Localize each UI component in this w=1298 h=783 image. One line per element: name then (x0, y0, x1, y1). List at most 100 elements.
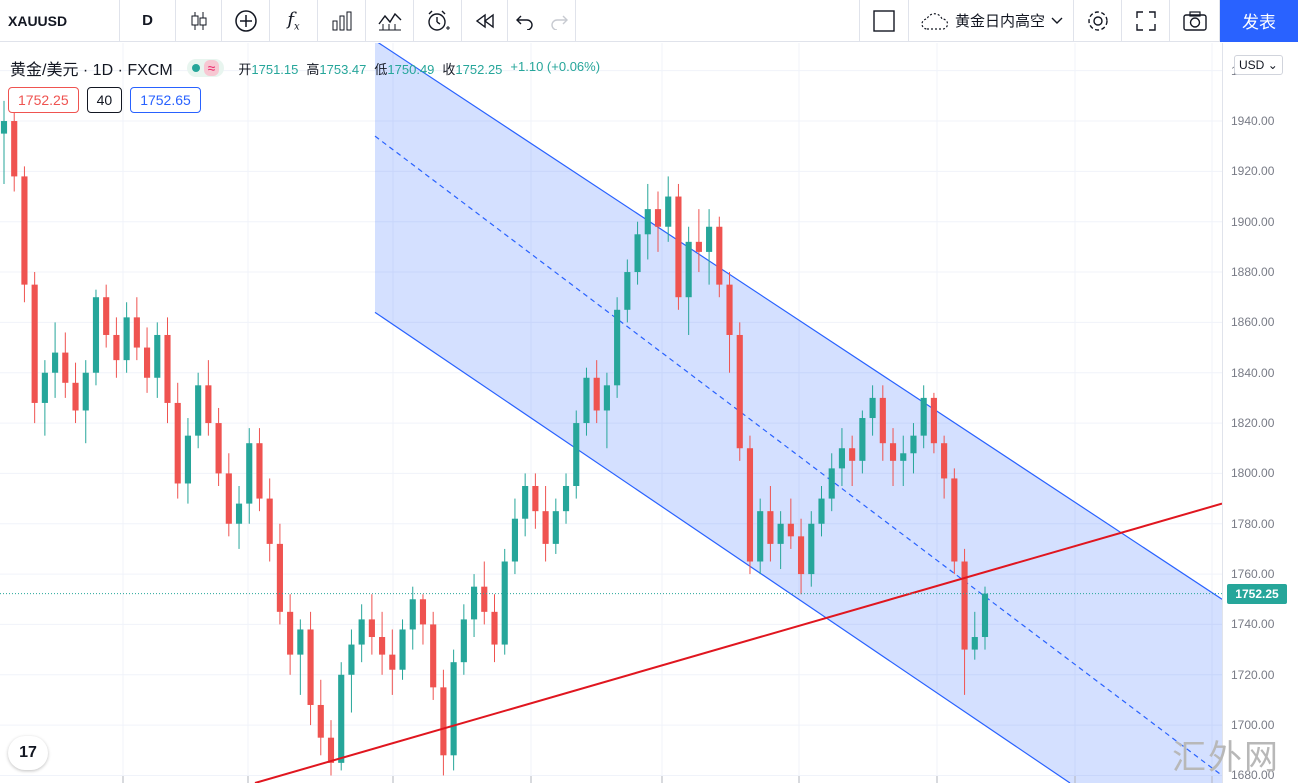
indicators-button[interactable]: fx (270, 0, 318, 42)
channel-upper-line (377, 43, 1222, 600)
candle-body (930, 397, 937, 444)
currency-selector[interactable]: USD ⌄ (1234, 55, 1283, 75)
candle (746, 435, 754, 575)
candle-body (338, 674, 345, 763)
candle (491, 594, 498, 663)
tradingview-logo[interactable]: 17 (8, 736, 48, 770)
candle-body (440, 687, 447, 756)
candle (92, 289, 100, 386)
candle-body (450, 662, 457, 756)
candle-body (665, 196, 672, 227)
candle-body (818, 498, 825, 524)
bar-style-button[interactable] (318, 0, 366, 42)
candle-body (501, 561, 508, 645)
candle (879, 385, 886, 461)
price-axis-label: 1780.00 (1231, 516, 1275, 531)
publish-button[interactable]: 发表 (1220, 0, 1298, 42)
settings-button[interactable] (1074, 0, 1122, 42)
close-value: 1752.25 (455, 61, 503, 77)
candle-body (430, 624, 437, 688)
candle (276, 523, 283, 625)
candle-body (256, 443, 263, 499)
candle (368, 594, 375, 655)
candle-body (685, 241, 692, 298)
saved-layout-button[interactable]: 黄金日内高空 (909, 0, 1074, 42)
candle-body (307, 629, 314, 705)
wave-icon: ≈ (203, 60, 220, 76)
compare-button[interactable] (366, 0, 414, 42)
candle-body (348, 644, 355, 675)
candle (123, 302, 130, 373)
candle-body (654, 209, 662, 227)
candle-body (379, 637, 386, 655)
legend-toggle[interactable]: ≈ (186, 59, 225, 77)
candle (562, 473, 570, 524)
candle (828, 453, 835, 512)
candle-body (164, 334, 171, 403)
candle (287, 594, 294, 675)
candle (246, 428, 253, 524)
snapshot-button[interactable] (1170, 0, 1220, 42)
price-axis-label: 1680.00 (1231, 768, 1275, 783)
ohlc-values: 开1751.15 高1753.47 低1750.49 收1752.25 +1.1… (238, 59, 600, 78)
replay-button[interactable] (462, 0, 508, 42)
redo-button[interactable] (542, 0, 576, 42)
candle (859, 410, 866, 474)
interval-button[interactable]: D (120, 0, 176, 42)
candle-body (675, 196, 682, 298)
candle-body (838, 448, 846, 469)
buy-button[interactable]: 1752.65 (130, 87, 201, 113)
chevron-down-icon: ⌄ (1267, 58, 1278, 72)
candle-body (736, 334, 743, 449)
fullscreen-button[interactable] (1122, 0, 1170, 42)
candle (552, 498, 559, 554)
price-axis[interactable]: 1960.001940.001920.001900.001880.001860.… (1222, 43, 1298, 783)
candle (11, 105, 18, 192)
symbol-search-button[interactable]: XAUUSD (0, 0, 120, 42)
candle (726, 272, 733, 373)
candle (869, 385, 876, 436)
add-indicator-button[interactable] (222, 0, 270, 42)
undo-button[interactable] (508, 0, 542, 42)
alert-icon (427, 10, 450, 31)
candle (757, 498, 764, 575)
candle (307, 611, 314, 726)
candle (470, 574, 478, 638)
candle (205, 360, 212, 436)
candle (62, 332, 69, 398)
chart-grid (0, 43, 1222, 783)
candle-body (317, 704, 324, 738)
candle-body (552, 511, 559, 544)
price-chart[interactable] (0, 43, 1222, 783)
candle-body (11, 121, 18, 177)
status-dot-icon (191, 64, 200, 72)
undo-icon (516, 15, 533, 30)
candle-body (624, 272, 631, 310)
chart-style-button[interactable] (176, 0, 222, 42)
alert-button[interactable] (414, 0, 462, 42)
sell-button[interactable]: 1752.25 (8, 87, 79, 113)
candle-body (195, 385, 202, 436)
candle (593, 360, 600, 424)
candle (849, 435, 856, 486)
candle (951, 468, 958, 575)
candle-body (31, 284, 38, 403)
candle-body (184, 435, 192, 484)
candle-body (532, 485, 539, 512)
price-axis-label: 1900.00 (1231, 214, 1275, 229)
candle (614, 297, 621, 398)
candle (900, 435, 907, 486)
candle (522, 473, 529, 537)
price-axis-label: 1800.00 (1231, 466, 1275, 481)
candle-body (143, 347, 151, 378)
candle-body (287, 611, 294, 655)
candle (603, 372, 610, 449)
candle-body (21, 176, 28, 285)
candle (215, 407, 222, 486)
cloud-icon (921, 12, 949, 30)
candle (174, 382, 181, 499)
candle-body (205, 385, 212, 424)
candle (113, 317, 120, 378)
candle-body (981, 593, 989, 638)
layout-button[interactable] (858, 0, 909, 42)
